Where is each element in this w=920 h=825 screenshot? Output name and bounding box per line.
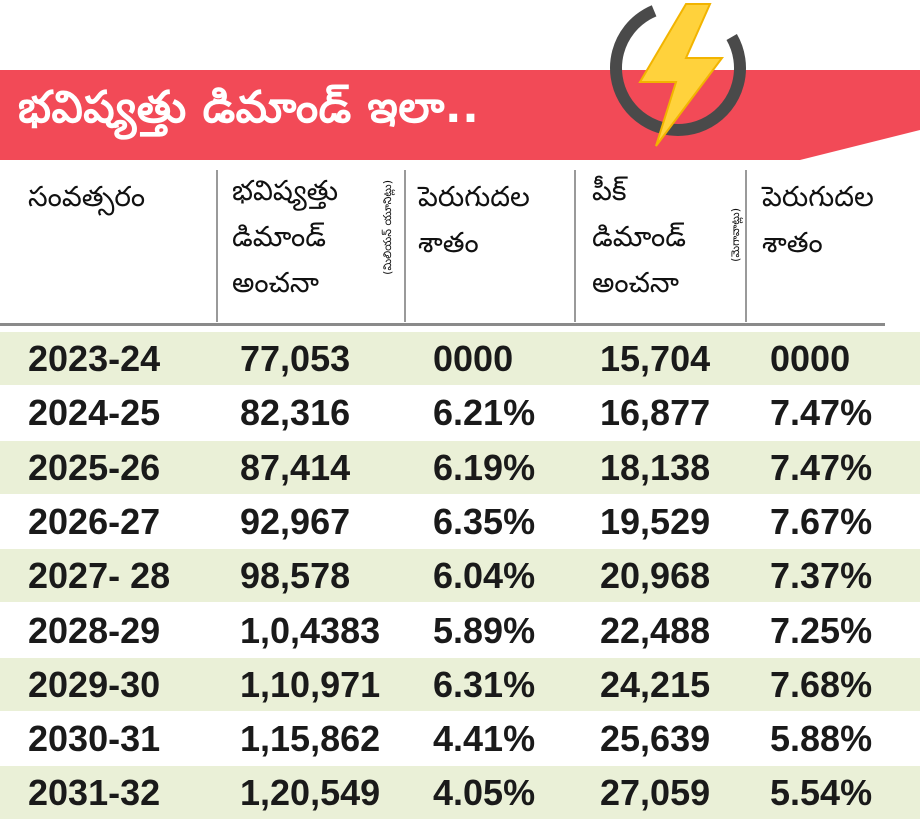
cell-year: 2029-30: [28, 663, 161, 705]
cell-year: 2028-29: [28, 609, 161, 651]
cell-g2: 5.88%: [770, 718, 873, 760]
cell-g2: 7.67%: [770, 500, 873, 542]
table-header: సంవత్సరం భవిష్యత్తు డిమాండ్ అంచనా (మిలియ…: [0, 160, 920, 326]
table-row: 2028-29 1,0,4383 5.89% 22,488 7.25%: [0, 604, 920, 657]
column-divider: [216, 170, 218, 322]
header-future-demand: భవిష్యత్తు డిమాండ్ అంచనా: [232, 174, 339, 299]
header-growth-percent-1: పెరుగుదల శాతం: [418, 180, 530, 259]
cell-g1: 6.31%: [433, 663, 536, 705]
table-row: 2031-32 1,20,549 4.05% 27,059 5.54%: [0, 766, 920, 820]
column-divider: [745, 170, 747, 322]
cell-g2: 7.25%: [770, 609, 873, 651]
cell-year: 2030-31: [28, 718, 161, 760]
cell-g2: 7.37%: [770, 555, 873, 597]
cell-g2: 0000: [770, 338, 851, 379]
cell-g1: 6.21%: [433, 392, 536, 434]
cell-demand: 1,10,971: [240, 663, 381, 705]
cell-g1: 6.19%: [433, 446, 536, 488]
table-row: 2025-26 87,414 6.19% 18,138 7.47%: [0, 440, 920, 494]
table-row: 2029-30 1,10,971 6.31% 24,215 7.68%: [0, 657, 920, 711]
cell-peak: 15,704: [600, 338, 711, 379]
header-rule: [0, 323, 885, 326]
cell-peak: 24,215: [600, 663, 711, 705]
cell-g1: 4.41%: [433, 718, 536, 760]
header-future-demand-unit: (మిలియన్ యూనిట్లు): [381, 180, 394, 275]
cell-g2: 7.68%: [770, 663, 873, 705]
column-divider: [404, 170, 406, 322]
cell-year: 2031-32: [28, 772, 161, 814]
cell-g2: 5.54%: [770, 772, 873, 814]
cell-peak: 25,639: [600, 718, 711, 760]
cell-year: 2023-24: [28, 338, 161, 379]
cell-peak: 27,059: [600, 772, 711, 814]
cell-year: 2027- 28: [28, 555, 171, 597]
demand-table: సంవత్సరం భవిష్యత్తు డిమాండ్ అంచనా (మిలియ…: [0, 160, 920, 825]
cell-demand: 1,0,4383: [240, 609, 381, 651]
cell-g2: 7.47%: [770, 446, 873, 488]
lightning-bolt-icon: [598, 0, 758, 150]
cell-g1: 6.35%: [433, 500, 536, 542]
cell-peak: 16,877: [600, 392, 711, 434]
cell-demand: 77,053: [240, 338, 351, 379]
cell-peak: 20,968: [600, 555, 711, 597]
cell-year: 2026-27: [28, 500, 161, 542]
table-row: 2026-27 92,967 6.35% 19,529 7.67%: [0, 495, 920, 548]
cell-g1: 6.04%: [433, 555, 536, 597]
table-row: 2030-31 1,15,862 4.41% 25,639 5.88%: [0, 712, 920, 765]
cell-g1: 5.89%: [433, 609, 536, 651]
cell-peak: 19,529: [600, 500, 711, 542]
cell-peak: 18,138: [600, 446, 711, 488]
header-peak-demand: పీక్ డిమాండ్ అంచనా: [592, 174, 686, 299]
cell-demand: 1,15,862: [240, 718, 381, 760]
table-row: 2027- 28 98,578 6.04% 20,968 7.37%: [0, 549, 920, 603]
header-year: సంవత్సరం: [28, 180, 146, 213]
cell-g1: 0000: [433, 338, 514, 379]
cell-demand: 92,967: [240, 500, 351, 542]
cell-year: 2025-26: [28, 446, 161, 488]
cell-demand: 82,316: [240, 392, 351, 434]
cell-demand: 1,20,549: [240, 772, 381, 814]
header-growth-percent-2: పెరుగుదల శాతం: [762, 180, 874, 259]
column-divider: [574, 170, 576, 322]
cell-peak: 22,488: [600, 609, 711, 651]
header-peak-demand-unit: (మెగావాట్లు): [729, 208, 742, 262]
cell-g1: 4.05%: [433, 772, 536, 814]
page-title: భవిష్యత్తు డిమాండ్ ఇలా..: [18, 82, 480, 133]
cell-demand: 98,578: [240, 555, 351, 597]
cell-g2: 7.47%: [770, 392, 873, 434]
cell-demand: 87,414: [240, 446, 351, 488]
table-row: 2024-25 82,316 6.21% 16,877 7.47%: [0, 386, 920, 439]
table-row: 2023-24 77,053 0000 15,704 0000: [0, 332, 920, 385]
cell-year: 2024-25: [28, 392, 161, 434]
